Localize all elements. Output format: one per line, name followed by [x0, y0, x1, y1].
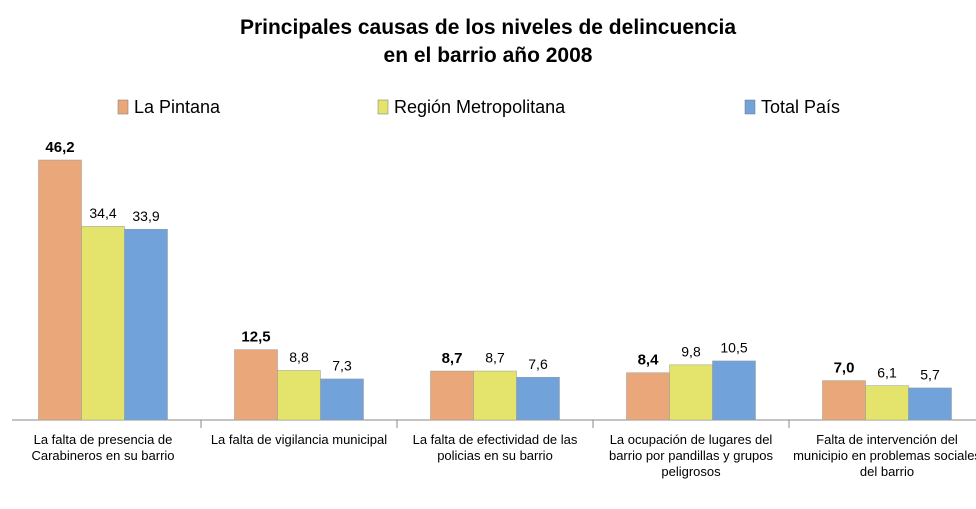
legend-label: Total País [761, 97, 840, 117]
bar [430, 370, 474, 421]
bar [234, 349, 278, 421]
value-label: 8,8 [289, 349, 309, 365]
bar [669, 364, 713, 421]
legend-swatch [377, 99, 389, 115]
bar [626, 372, 670, 421]
bar [712, 360, 756, 421]
legend-swatch [117, 99, 129, 115]
value-label: 12,5 [241, 329, 270, 346]
value-label: 46,2 [45, 139, 74, 156]
bar [822, 380, 866, 421]
bar [277, 370, 321, 421]
x-tick-label: La falta de efectividad de las policias … [412, 432, 578, 463]
x-tick-label: La falta de vigilancia municipal [210, 432, 388, 447]
legend-swatch [744, 99, 756, 115]
bar [38, 159, 82, 421]
value-label: 33,9 [132, 208, 159, 224]
value-label: 7,3 [332, 358, 352, 374]
chart-title: Principales causas de los niveles de del… [239, 16, 737, 67]
bar [865, 385, 909, 421]
value-label: 5,7 [920, 367, 940, 383]
value-label: 34,4 [89, 205, 116, 221]
x-tick-label: La falta de presencia de Carabineros en … [31, 432, 175, 463]
value-label: 8,7 [442, 350, 463, 367]
value-label: 10,5 [720, 340, 747, 356]
legend-label: Región Metropolitana [394, 97, 566, 117]
bar [81, 226, 125, 421]
legend-label: La Pintana [134, 97, 221, 117]
bar [473, 370, 517, 421]
value-label: 9,8 [681, 344, 701, 360]
bar [516, 376, 560, 421]
bar [320, 378, 364, 421]
value-label: 8,4 [638, 352, 660, 369]
value-label: 7,6 [528, 356, 548, 372]
bar [124, 228, 168, 421]
x-tick-label: Falta de intervención del municipio en p… [793, 432, 976, 479]
x-tick-label: La ocupación de lugares del barrio por p… [608, 432, 774, 479]
bar [908, 387, 952, 421]
value-label: 7,0 [834, 360, 855, 377]
value-label: 6,1 [877, 364, 897, 380]
value-label: 8,7 [485, 350, 505, 366]
